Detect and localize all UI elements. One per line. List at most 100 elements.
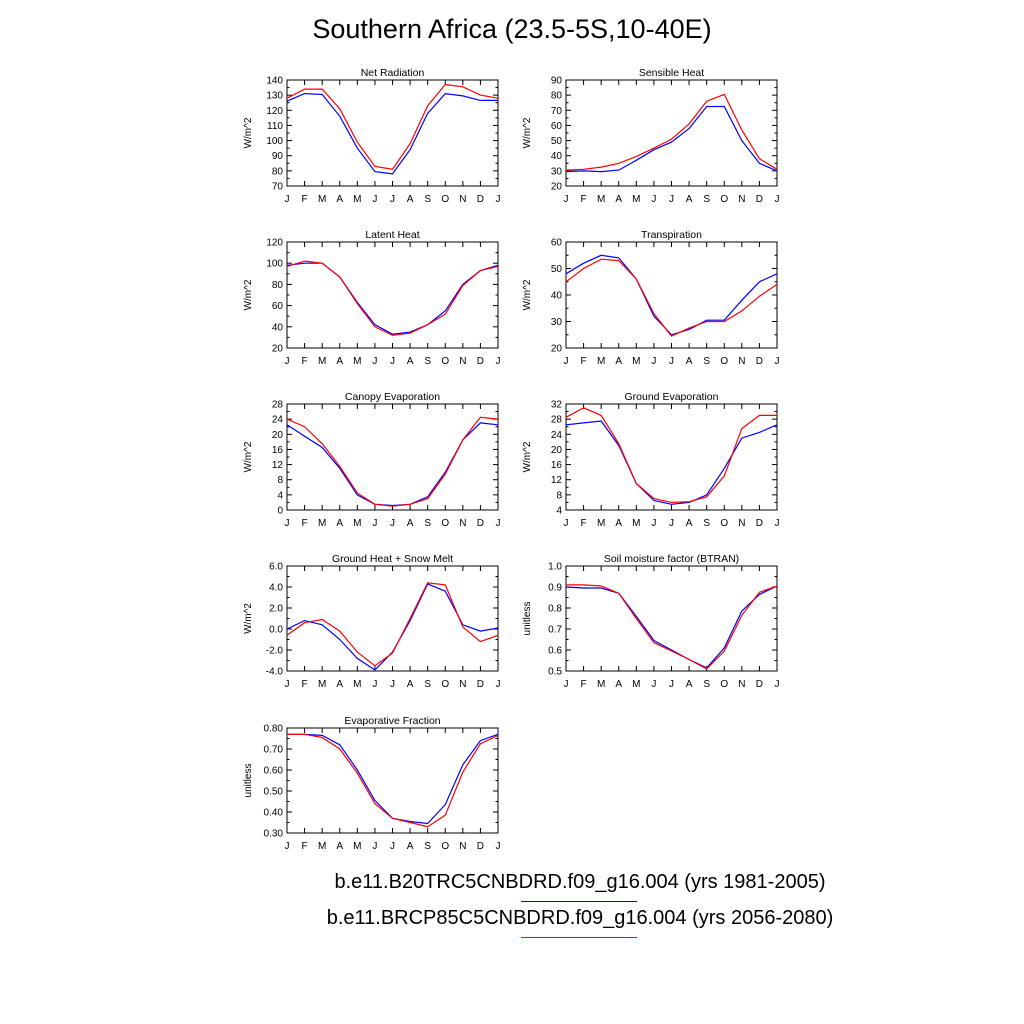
x-tick-label: J [285,518,290,529]
x-tick-label: M [318,356,326,367]
x-tick-label: A [615,356,622,367]
x-tick-label: J [651,679,656,690]
x-tick-label: M [632,679,640,690]
y-tick-label: 130 [266,91,283,102]
x-tick-label: N [738,194,745,205]
y-tick-label: 20 [272,344,284,355]
x-tick-label: M [632,518,640,529]
y-tick-label: 8 [556,490,562,501]
x-tick-label: M [318,679,326,690]
panel-title: Net Radiation [361,67,425,79]
x-tick-label: O [720,356,728,367]
legend-label-future: b.e11.BRCP85C5CNBDRD.f09_g16.004 (yrs 20… [326,907,834,929]
x-tick-label: D [477,841,484,852]
x-tick-label: J [390,679,395,690]
panel-title: Transpiration [641,229,702,241]
x-tick-label: M [597,518,605,529]
series-line-base [286,262,499,335]
y-axis-label: W/m^2 [243,117,254,148]
x-tick-label: F [581,679,587,690]
x-tick-label: M [318,194,326,205]
panel-title: Canopy Evaporation [345,391,440,403]
y-axis-label: W/m^2 [522,117,533,148]
panel-title: Soil moisture factor (BTRAN) [604,553,739,565]
x-tick-label: J [372,356,377,367]
x-tick-label: O [441,679,449,690]
series-line-base [565,254,778,336]
legend-swatch-future [521,937,637,938]
plot-frame [286,727,499,834]
x-tick-label: A [407,356,414,367]
x-tick-label: N [459,841,466,852]
plot-frame [286,565,499,672]
y-tick-label: 120 [266,106,283,117]
x-tick-label: J [669,356,674,367]
x-tick-label: A [407,679,414,690]
x-tick-label: S [703,194,710,205]
y-axis-label: unitless [522,602,533,636]
x-tick-label: D [756,356,763,367]
x-tick-label: J [285,679,290,690]
x-tick-label: N [459,356,466,367]
x-tick-label: S [703,679,710,690]
x-tick-label: A [686,518,693,529]
y-tick-label: 40 [551,151,563,162]
x-tick-label: D [477,194,484,205]
y-tick-label: 32 [551,400,563,411]
plot-frame [565,241,778,349]
x-tick-label: M [597,194,605,205]
x-tick-label: O [441,356,449,367]
x-tick-label: N [459,679,466,690]
x-tick-label: J [496,679,501,690]
x-tick-label: J [564,194,569,205]
x-tick-label: S [424,679,431,690]
series-line-base [565,420,778,505]
y-tick-label: 20 [272,430,284,441]
panel-title: Sensible Heat [639,67,704,79]
y-tick-label: 80 [272,280,284,291]
x-tick-label: J [285,356,290,367]
y-tick-label: 28 [272,400,284,411]
plot-frame [286,241,499,349]
y-tick-label: 60 [551,238,563,249]
x-tick-label: J [669,194,674,205]
x-tick-label: J [372,679,377,690]
x-tick-label: M [318,518,326,529]
page-title: Southern Africa (23.5-5S,10-40E) [312,14,712,44]
x-tick-label: J [775,518,780,529]
y-tick-label: 4 [556,506,562,517]
x-tick-label: D [477,518,484,529]
legend-label-base: b.e11.B20TRC5CNBDRD.f09_g16.004 (yrs 198… [334,871,826,893]
x-tick-label: J [285,194,290,205]
y-tick-label: 120 [266,238,283,249]
x-tick-label: A [407,194,414,205]
x-tick-label: D [756,518,763,529]
panel-title: Evaporative Fraction [344,715,440,727]
x-tick-label: J [669,679,674,690]
legend-swatch-base [521,901,637,902]
y-axis-label: unitless [243,764,254,798]
y-tick-label: -2.0 [266,646,284,657]
x-tick-label: O [720,194,728,205]
y-tick-label: 140 [266,76,283,87]
y-tick-label: 20 [551,445,563,456]
x-tick-label: J [372,841,377,852]
y-tick-label: -4.0 [266,667,284,678]
x-tick-label: M [632,356,640,367]
x-tick-label: S [703,518,710,529]
x-tick-label: A [615,194,622,205]
x-tick-label: S [424,194,431,205]
y-tick-label: 30 [551,166,563,177]
y-tick-label: 0.8 [548,604,562,615]
y-tick-label: 20 [551,344,563,355]
series-line-future [565,258,778,337]
x-tick-label: F [302,518,308,529]
y-tick-label: 1.0 [548,562,562,573]
series-line-base [286,583,499,671]
series-line-future [565,93,778,171]
y-tick-label: 60 [551,121,563,132]
x-tick-label: O [720,518,728,529]
x-tick-label: M [597,679,605,690]
y-tick-label: 60 [272,301,284,312]
y-tick-label: 0.80 [264,724,284,735]
